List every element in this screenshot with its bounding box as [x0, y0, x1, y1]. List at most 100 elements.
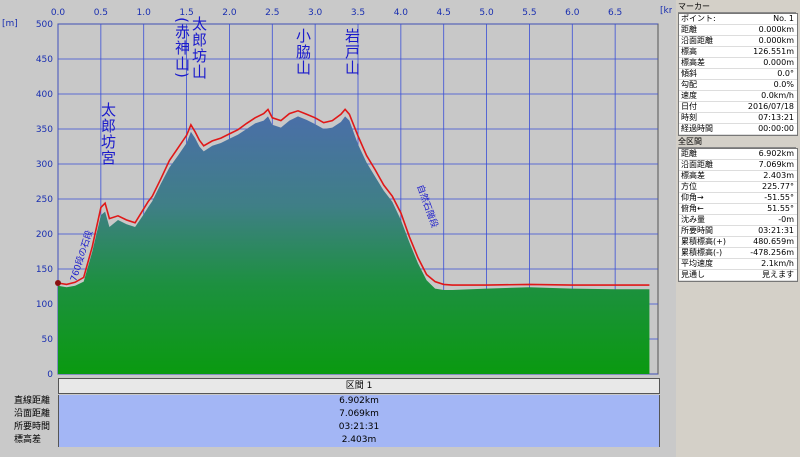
- summary-label: 沿面距離: [14, 409, 51, 419]
- annotation-text: 太郎坊宮: [99, 102, 117, 166]
- section-row-value: 480.659m: [753, 237, 794, 246]
- x-tick-label: 5.5: [522, 8, 536, 18]
- annotation-label: (赤神山): [173, 17, 191, 79]
- section-row: 沈み量 -0m: [679, 215, 797, 226]
- start-marker[interactable]: [55, 280, 61, 286]
- annotation-text: (赤神山): [173, 17, 191, 79]
- info-panel: マーカー ポイント: No. 1 距離 0.000km 沿面距離 0.000km 標高 126…: [676, 0, 800, 457]
- section-row-value: -51.55°: [764, 193, 794, 202]
- x-tick-label: 5.0: [479, 8, 494, 18]
- marker-row-key: 日付: [681, 102, 697, 111]
- marker-row-key: 標高: [681, 47, 697, 56]
- summary-value: 6.902km: [58, 395, 660, 408]
- marker-row-value: 2016/07/18: [747, 102, 794, 111]
- section-row-key: 沿面距離: [681, 160, 713, 169]
- marker-row-value: 0.000km: [758, 25, 794, 34]
- section-row-key: 距離: [681, 149, 697, 158]
- marker-row-key: 時刻: [681, 113, 697, 122]
- marker-row-key: 経過時間: [681, 124, 713, 133]
- section-row-value: 6.902km: [758, 149, 794, 158]
- marker-row: 勾配 0.0%: [679, 80, 797, 91]
- marker-row-key: 傾斜: [681, 69, 697, 78]
- marker-row-value: 0.0km/h: [761, 91, 794, 100]
- marker-row-value: 126.551m: [753, 47, 794, 56]
- summary-label: 直線距離: [14, 396, 51, 406]
- summary-value: 7.069km: [58, 408, 660, 421]
- annotation-label: 小脇山: [294, 28, 312, 76]
- marker-row: 傾斜 0.0°: [679, 69, 797, 80]
- x-tick-label: 6.5: [608, 8, 622, 18]
- y-tick-label: 50: [42, 335, 54, 345]
- section-row: 標高差 2.403m: [679, 171, 797, 182]
- marker-row-key: 沿面距離: [681, 36, 713, 45]
- section-group-title: 全区間: [678, 136, 796, 148]
- section-row-key: 沈み量: [681, 215, 705, 224]
- annotation-label: 太郎坊山: [190, 16, 208, 80]
- section-row-value: 2.1km/h: [761, 259, 794, 268]
- summary-row: 所要時間 03:21:31: [0, 421, 660, 434]
- marker-row-value: 00:00:00: [758, 124, 794, 133]
- y-tick-label: 350: [36, 125, 53, 135]
- section-row-key: 累積標高(-): [681, 248, 723, 257]
- summary-row: 標高差 2.403m: [0, 434, 660, 447]
- elevation-chart-svg[interactable]: 0 50 100 150 200 250 300 350 400 450 500 0.0 0.5 1.0 1…: [0, 0, 672, 377]
- section-row: 距離 6.902km: [679, 149, 797, 160]
- elevation-area-path: [58, 116, 650, 375]
- section-row-key: 見通し: [681, 270, 705, 279]
- section-row-key: 俯角←: [681, 204, 704, 213]
- marker-row-value: 0.000m: [763, 58, 794, 67]
- x-axis-unit: [km]: [660, 6, 672, 16]
- marker-row-key: ポイント:: [681, 14, 716, 23]
- marker-row: 経過時間 00:00:00: [679, 124, 797, 135]
- track-line-path: [57, 108, 650, 286]
- y-tick-label: 450: [36, 55, 53, 65]
- section-row-key: 標高差: [681, 171, 705, 180]
- summary-value: 2.403m: [58, 434, 660, 447]
- marker-row-key: 勾配: [681, 80, 697, 89]
- section-row-value: -478.256m: [750, 248, 794, 257]
- summary-label: 標高差: [14, 435, 42, 445]
- annotation-label: 太郎坊宮: [99, 102, 117, 166]
- marker-row: ポイント: No. 1: [679, 14, 797, 25]
- x-tick-label: 1.0: [137, 8, 152, 18]
- marker-row: 時刻 07:13:21: [679, 113, 797, 124]
- marker-row: 日付 2016/07/18: [679, 102, 797, 113]
- marker-group-title: マーカー: [678, 1, 796, 13]
- section-row: 俯角← 51.55°: [679, 204, 797, 215]
- section-row-value: 225.77°: [762, 182, 794, 191]
- marker-table: ポイント: No. 1 距離 0.000km 沿面距離 0.000km 標高 126.551m…: [678, 13, 798, 136]
- summary-row: 沿面距離 7.069km: [0, 408, 660, 421]
- y-tick-label: 100: [36, 300, 53, 310]
- elevation-area: [58, 116, 650, 375]
- section-row: 平均速度 2.1km/h: [679, 259, 797, 270]
- section-row-key: 平均速度: [681, 259, 713, 268]
- section-row: 累積標高(-) -478.256m: [679, 248, 797, 259]
- section-header[interactable]: 区間 1: [58, 378, 660, 394]
- section-table: 距離 6.902km 沿面距離 7.069km 標高差 2.403m 方位 225.77° 仰角…: [678, 148, 798, 282]
- section-row-key: 仰角→: [681, 193, 704, 202]
- section-row-value: 03:21:31: [758, 226, 794, 235]
- section-row-key: 所要時間: [681, 226, 713, 235]
- x-tick-label: 2.0: [222, 8, 237, 18]
- elevation-profile-chart[interactable]: 0 50 100 150 200 250 300 350 400 450 500 0.0 0.5 1.0 1…: [0, 0, 672, 457]
- x-tick-label: 3.0: [308, 8, 323, 18]
- marker-row: 沿面距離 0.000km: [679, 36, 797, 47]
- marker-row-key: 標高差: [681, 58, 705, 67]
- section-row-key: 方位: [681, 182, 697, 191]
- y-tick-label: 400: [36, 90, 53, 100]
- section-row: 方位 225.77°: [679, 182, 797, 193]
- y-tick-label: 200: [36, 230, 53, 240]
- annotation-text: 太郎坊山: [190, 16, 208, 80]
- marker-row-value: No. 1: [773, 14, 794, 23]
- track-line: [55, 108, 650, 286]
- marker-row-key: 距離: [681, 25, 697, 34]
- x-tick-label: 1.5: [179, 8, 193, 18]
- marker-row: 標高 126.551m: [679, 47, 797, 58]
- x-tick-label: 0.5: [94, 8, 108, 18]
- annotation-text: 岩戸山: [343, 28, 361, 76]
- section-row-value: 7.069km: [758, 160, 794, 169]
- section-row-value: 2.403m: [763, 171, 794, 180]
- x-tick-label: 3.5: [351, 8, 365, 18]
- axis-ticks: 0 50 100 150 200 250 300 350 400 450 500 0.0 0.5 1.0 1…: [36, 8, 622, 377]
- section-row: 沿面距離 7.069km: [679, 160, 797, 171]
